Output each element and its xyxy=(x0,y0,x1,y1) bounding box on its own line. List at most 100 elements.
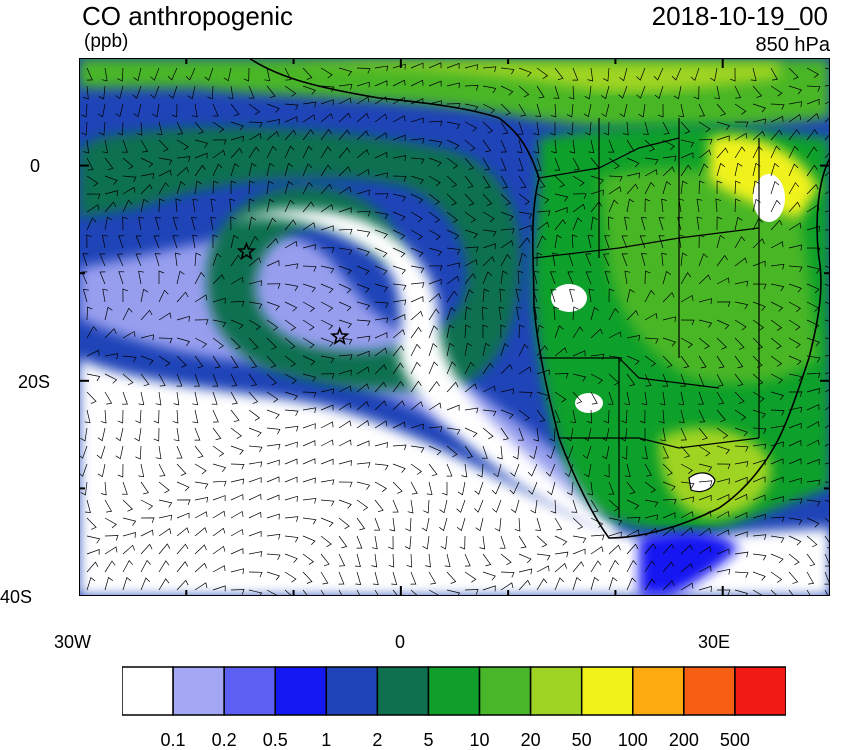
wind-barb xyxy=(677,216,684,231)
wind-barb xyxy=(122,517,137,526)
wind-barb xyxy=(533,270,540,285)
wind-barb xyxy=(585,253,592,267)
wind-barb xyxy=(212,445,225,457)
wind-barb xyxy=(644,527,658,537)
wind-barb xyxy=(176,512,190,519)
wind-barb xyxy=(284,301,298,312)
wind-barb xyxy=(302,407,317,414)
wind-barb xyxy=(356,535,363,549)
wind-barb xyxy=(770,67,778,81)
wind-barb xyxy=(626,517,641,523)
wind-barb xyxy=(356,401,370,411)
wind-barb xyxy=(320,589,326,596)
wind-barb xyxy=(97,427,106,442)
wind-barb xyxy=(636,67,646,81)
wind-barb xyxy=(104,201,117,213)
wind-barb xyxy=(464,139,476,152)
wind-barb xyxy=(374,265,388,276)
wind-barb xyxy=(770,458,784,465)
wind-barb xyxy=(212,545,226,555)
wind-barb xyxy=(680,294,694,303)
wind-barb xyxy=(626,288,635,303)
wind-barb xyxy=(464,324,471,339)
wind-barb xyxy=(500,139,507,153)
wind-barb xyxy=(122,288,129,303)
wind-barb xyxy=(474,481,484,495)
wind-barb xyxy=(302,423,316,430)
wind-barb xyxy=(586,409,593,424)
wind-barb xyxy=(410,296,424,303)
wind-barb xyxy=(788,422,802,429)
wind-barb xyxy=(122,307,133,321)
wind-barb xyxy=(104,306,113,321)
wind-barb xyxy=(716,355,725,369)
wind-barb xyxy=(590,373,604,384)
wind-barb xyxy=(518,553,532,564)
wind-barb xyxy=(229,198,235,213)
wind-barb xyxy=(601,445,610,460)
wind-barb xyxy=(464,211,477,223)
wind-barb xyxy=(158,312,172,321)
wind-barb xyxy=(500,571,515,578)
wind-barb xyxy=(482,85,497,94)
wind-barb xyxy=(590,560,602,573)
wind-barb xyxy=(734,461,749,467)
wind-barb xyxy=(86,561,99,573)
wind-barb xyxy=(320,265,335,274)
wind-barb xyxy=(356,440,370,447)
wind-barb xyxy=(284,337,296,350)
wind-barb xyxy=(140,309,153,321)
wind-barb xyxy=(284,67,292,81)
wind-barb xyxy=(284,535,299,543)
wind-barb xyxy=(590,157,600,171)
wind-barb xyxy=(680,511,694,519)
wind-barb xyxy=(446,82,461,89)
wind-barb xyxy=(824,388,830,393)
wind-barb xyxy=(194,481,209,489)
wind-barb xyxy=(587,67,594,82)
wind-barb xyxy=(81,271,88,285)
wind-barb xyxy=(601,103,610,118)
wind-barb xyxy=(788,535,802,546)
wind-barb xyxy=(464,289,474,303)
wind-barb xyxy=(500,324,506,339)
wind-barb xyxy=(122,373,134,386)
colorbar-swatch xyxy=(478,666,532,716)
wind-barb xyxy=(356,517,366,531)
wind-barb xyxy=(536,369,550,376)
wind-barb xyxy=(428,325,439,339)
wind-barb xyxy=(715,198,722,213)
wind-barb xyxy=(230,373,238,387)
wind-barb xyxy=(518,237,531,249)
wind-barb xyxy=(716,319,730,330)
wind-barb xyxy=(698,253,708,267)
wind-barb xyxy=(104,535,119,541)
wind-barb xyxy=(150,85,160,99)
wind-barb xyxy=(392,115,406,123)
wind-barb xyxy=(788,114,802,123)
wind-barb xyxy=(788,163,799,177)
wind-barb xyxy=(517,121,524,135)
wind-barb xyxy=(716,529,730,537)
wind-barb xyxy=(698,234,705,249)
wind-barb xyxy=(104,353,119,360)
wind-barb xyxy=(662,121,670,135)
wind-barb xyxy=(115,445,124,460)
wind-barb xyxy=(824,190,830,195)
wind-barb xyxy=(653,67,664,81)
wind-barb xyxy=(553,306,560,321)
wind-barb xyxy=(662,270,672,285)
wind-barb xyxy=(356,383,370,393)
wind-barb xyxy=(176,139,189,151)
wind-barb xyxy=(284,441,298,448)
wind-barb xyxy=(158,355,171,367)
wind-barb xyxy=(734,445,749,452)
wind-barb xyxy=(640,217,647,231)
wind-barb xyxy=(410,211,423,223)
wind-barb xyxy=(320,146,332,159)
wind-barb xyxy=(410,380,422,393)
wind-barb xyxy=(392,193,407,202)
wind-barb xyxy=(410,481,418,495)
wind-barb xyxy=(535,157,542,171)
x-tick-label: 30E xyxy=(698,632,731,652)
